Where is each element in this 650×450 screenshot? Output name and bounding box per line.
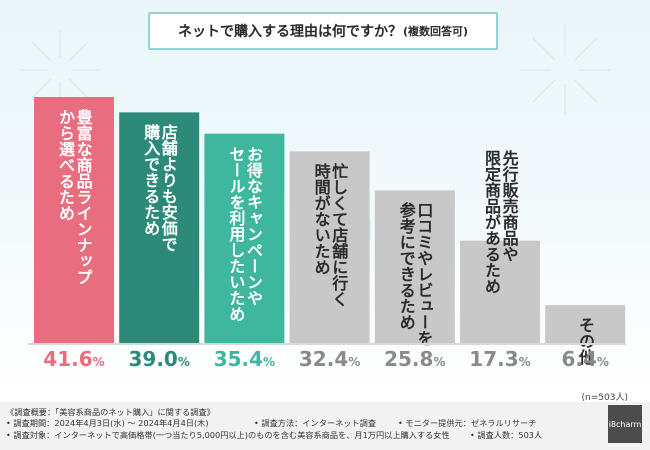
survey-count: • 調査人数：503人 (470, 430, 543, 440)
bar-6 (460, 240, 540, 343)
brand-logo: i8charm (608, 405, 642, 443)
bar-7 (545, 305, 626, 343)
value-label-7: 6.4% (561, 347, 609, 371)
bar-label-5: 口コミやレビューを 参考にできるため (396, 202, 434, 347)
chart-title: ネットで購入する理由は何ですか？ (複数回答可) (148, 12, 498, 50)
value-label-2: 39.0% (128, 347, 190, 371)
survey-method: • 調査方法：インターネット調査 (254, 418, 377, 428)
survey-period: • 調査期間：2024年4月3日(水) ～ 2024年4月4日(木) (6, 418, 209, 428)
bar-4 (289, 151, 370, 343)
value-label-1: 41.6% (43, 347, 105, 371)
chart-title-main: ネットで購入する理由は何ですか？ (177, 24, 402, 40)
bar-label-4: 忙しくて店舗に行く 時間がないため (311, 163, 349, 308)
value-label-4: 32.4% (298, 347, 361, 371)
bar-label-7: その他 (575, 317, 595, 366)
bar-label-6: 先行販売商品や 限定商品があるため (482, 150, 519, 294)
survey-provider: • モニター提供元：ゼネラルリサーチ (398, 418, 537, 428)
bar-label-1: 豊富な商品ラインナップ から選べるため (56, 109, 93, 285)
bar-label-2: 店舗よりも安価で 購入できるため (141, 124, 178, 253)
survey-overview: 《調査概要：「美容系商品のネット購入」に関する調査》 (6, 407, 215, 417)
bar-3 (204, 133, 285, 343)
survey-target: • 調査対象：インターネットで高価格帯(一つ当たり5,000円以上)のものを含む… (6, 430, 450, 440)
bar-2 (119, 112, 200, 343)
bar-5 (374, 190, 455, 343)
value-label-3: 35.4% (213, 347, 276, 371)
x-axis-baseline (28, 343, 626, 345)
bar-1 (34, 97, 114, 343)
bar-label-3: お得なキャンペーンや セールを利用したいため (226, 145, 263, 322)
value-label-5: 25.8% (384, 347, 446, 371)
sample-size: (n=503人) (581, 393, 628, 403)
bar-chart (34, 97, 626, 343)
survey-notes: 《調査概要：「美容系商品のネット購入」に関する調査》 • 調査期間：2024年4… (0, 402, 650, 450)
value-label-6: 17.3% (469, 347, 531, 371)
chart-title-sub: (複数回答可) (402, 25, 469, 38)
